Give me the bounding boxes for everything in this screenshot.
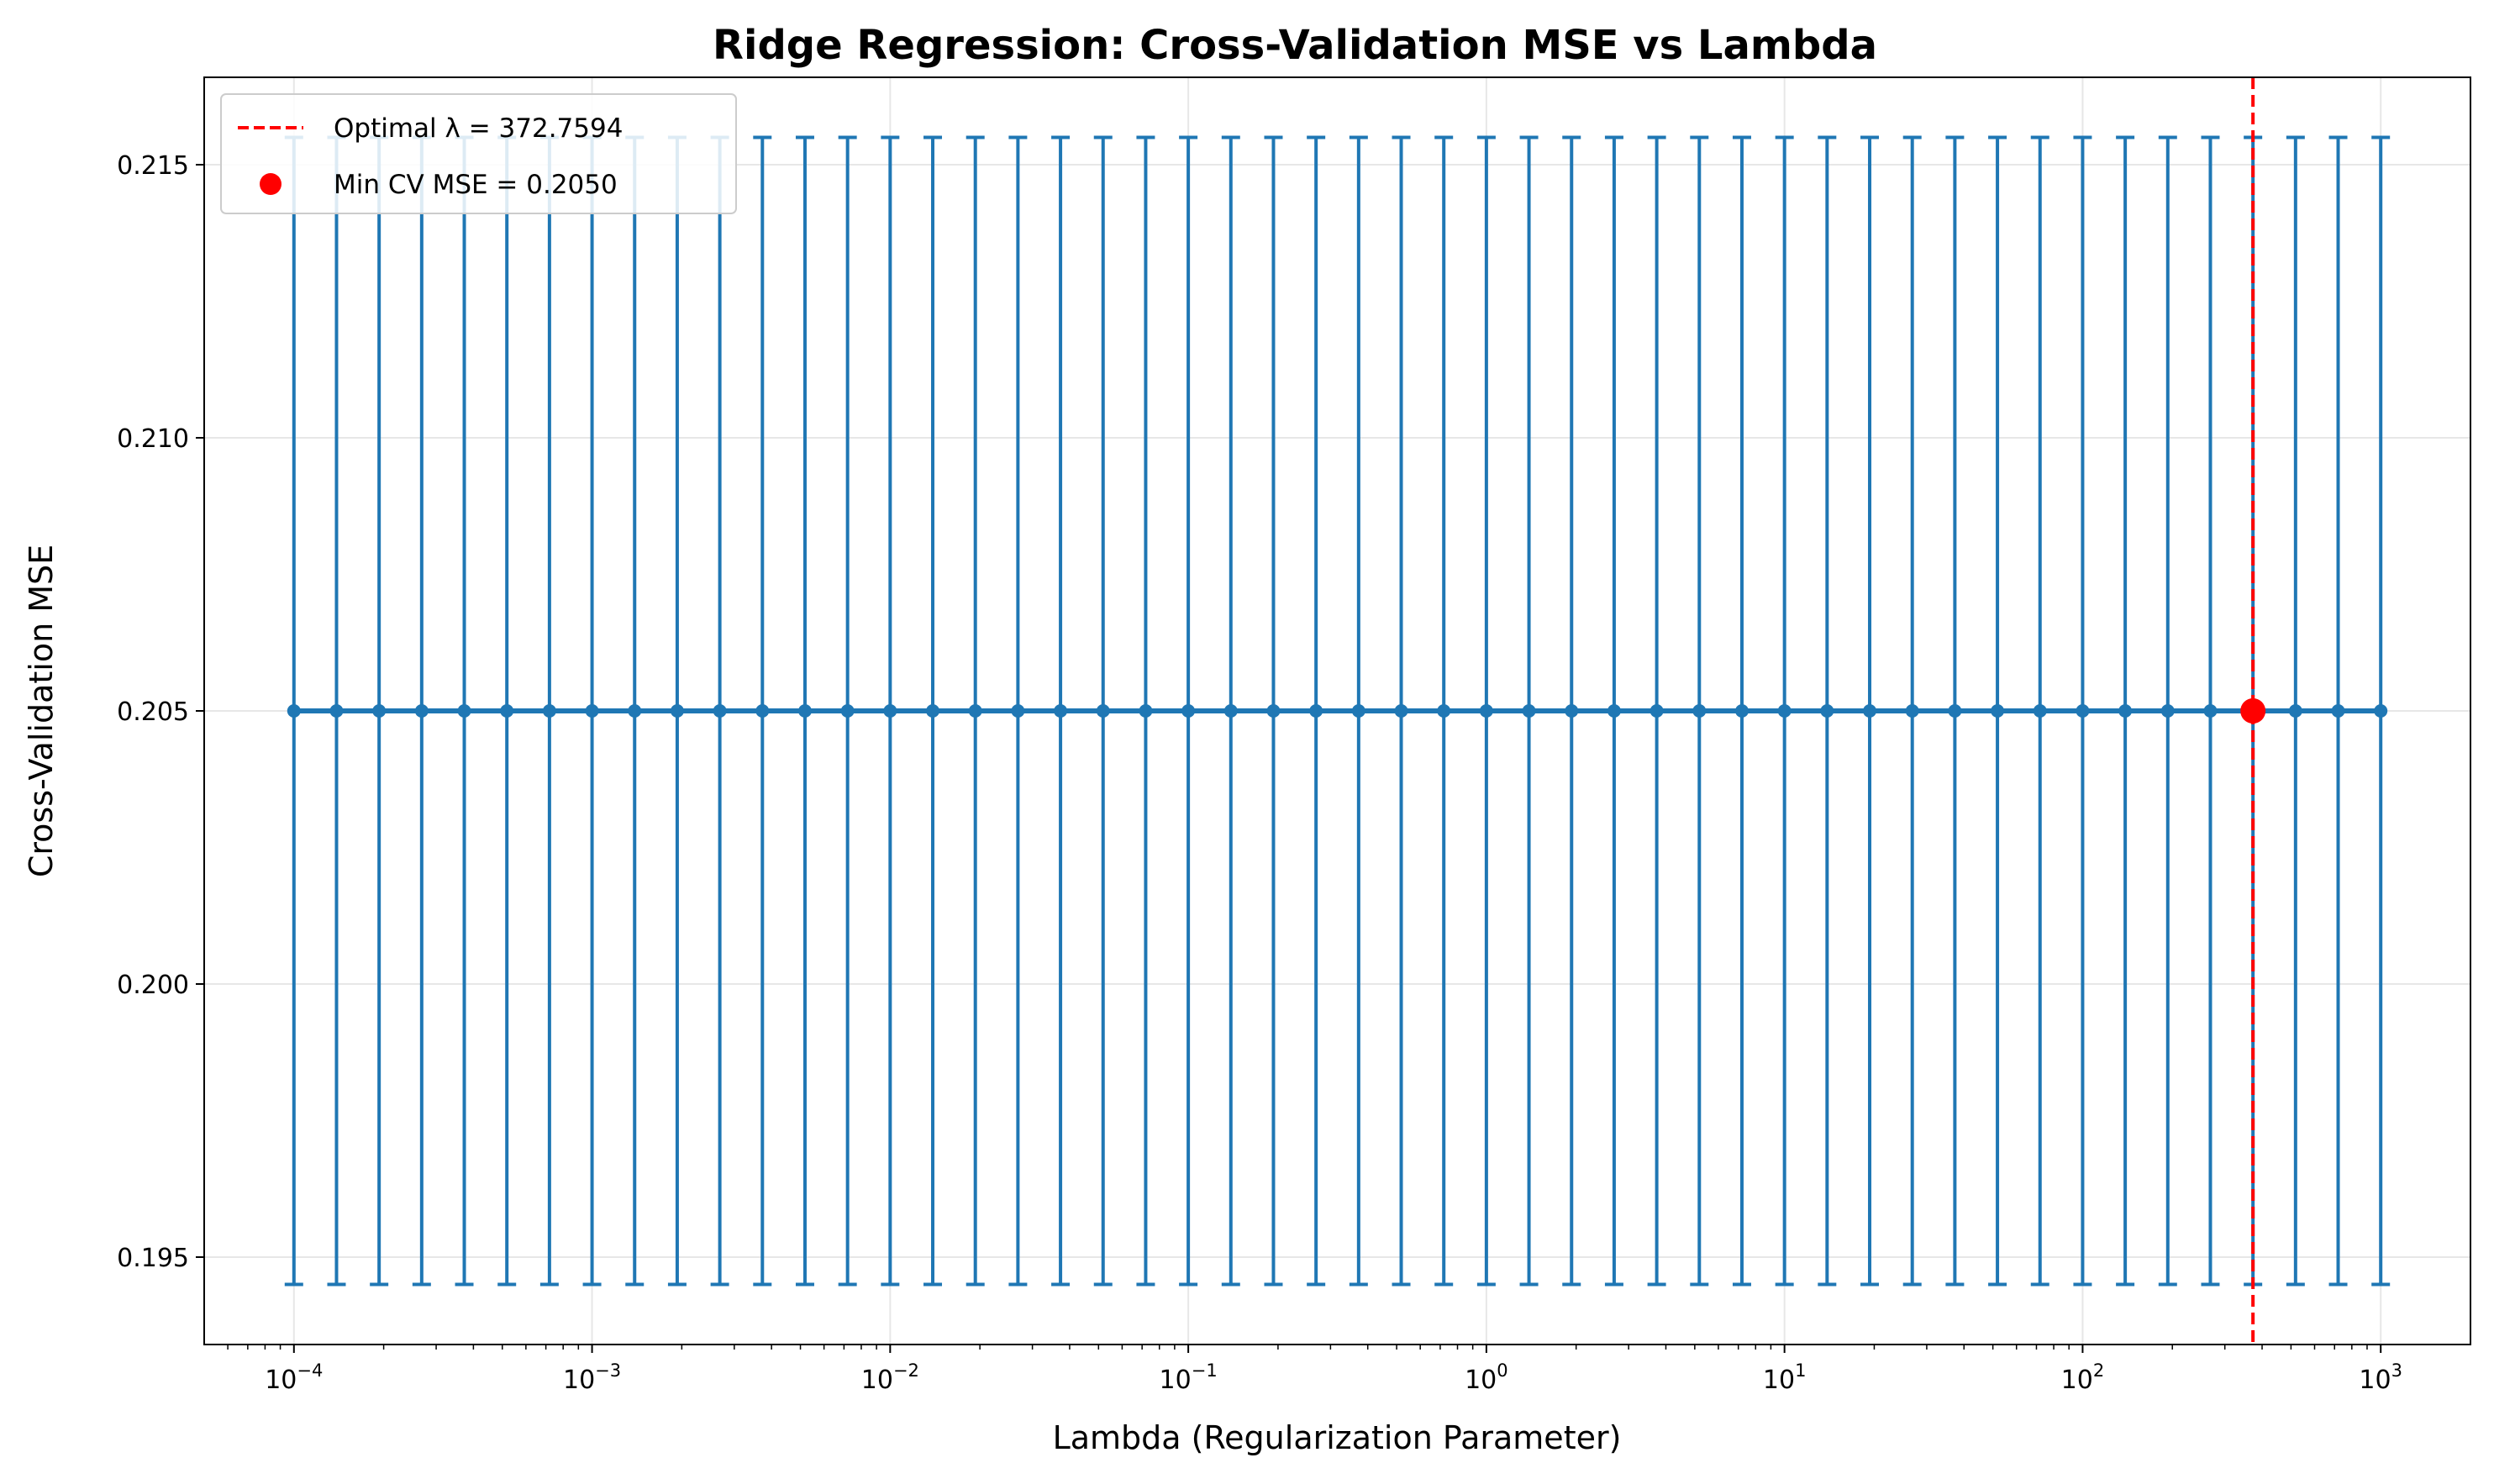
x-tick-exponent: −1 [1192, 1360, 1218, 1381]
x-tick-label: 102 [2061, 1360, 2105, 1395]
data-point [414, 704, 429, 718]
x-tick-label: 10−3 [563, 1360, 621, 1395]
data-point [2203, 704, 2218, 718]
data-point [755, 704, 770, 718]
data-point [1734, 704, 1749, 718]
y-tick-label: 0.210 [117, 424, 189, 454]
data-point [968, 704, 982, 718]
x-axis: 10−4 10−3 10−2 10−1 100 101 102 103 [227, 1345, 2402, 1395]
x-tick-exponent: 1 [1795, 1360, 1806, 1381]
data-point [1096, 704, 1110, 718]
min-mse-marker [2240, 698, 2266, 724]
x-tick-exponent: 2 [2093, 1360, 2104, 1381]
data-point [1991, 704, 2005, 718]
data-point [1479, 704, 1493, 718]
x-tick-base: 10 [265, 1366, 297, 1395]
x-tick-label: 101 [1763, 1360, 1807, 1395]
data-point [713, 704, 727, 718]
y-tick-label: 0.215 [117, 151, 189, 181]
data-point [287, 704, 301, 718]
legend-box [220, 93, 737, 214]
data-point [2118, 704, 2133, 718]
data-point [1011, 704, 1025, 718]
legend-label-optimal: Optimal λ = 372.7594 [334, 113, 623, 144]
data-point [628, 704, 642, 718]
legend: Optimal λ = 372.7594 Min CV MSE = 0.2050 [220, 93, 737, 214]
data-point [1777, 704, 1792, 718]
data-point [1223, 704, 1238, 718]
data-point [1309, 704, 1323, 718]
x-tick-label: 10−4 [265, 1360, 323, 1395]
data-point [1948, 704, 1962, 718]
y-axis-label: Cross-Validation MSE [23, 545, 60, 877]
chart-title: Ridge Regression: Cross-Validation MSE v… [713, 22, 1877, 69]
data-point [500, 704, 514, 718]
data-point [883, 704, 897, 718]
x-tick-base: 10 [2061, 1366, 2093, 1395]
x-axis-label: Lambda (Regularization Parameter) [1053, 1419, 1622, 1456]
data-point [542, 704, 556, 718]
data-point [2160, 704, 2175, 718]
data-point [1522, 704, 1536, 718]
data-point [1266, 704, 1281, 718]
y-tick-label: 0.195 [117, 1244, 189, 1273]
x-tick-label: 103 [2359, 1360, 2402, 1395]
x-tick-base: 10 [1465, 1366, 1497, 1395]
data-point [1863, 704, 1877, 718]
data-point [2331, 704, 2345, 718]
data-point [2033, 704, 2047, 718]
legend-circle-icon [260, 173, 281, 195]
data-point [457, 704, 471, 718]
x-tick-base: 10 [861, 1366, 893, 1395]
x-tick-base: 10 [2359, 1366, 2391, 1395]
x-tick-label: 100 [1465, 1360, 1508, 1395]
x-tick-base: 10 [1763, 1366, 1795, 1395]
data-point [1820, 704, 1834, 718]
x-tick-label: 10−2 [861, 1360, 919, 1395]
x-tick-base: 10 [1160, 1366, 1192, 1395]
data-point [2288, 704, 2302, 718]
data-point [1905, 704, 1919, 718]
data-point [840, 704, 855, 718]
data-point [585, 704, 599, 718]
data-point [1394, 704, 1408, 718]
data-point [1437, 704, 1451, 718]
y-tick-label: 0.205 [117, 697, 189, 727]
data-point [1181, 704, 1196, 718]
legend-label-min-mse: Min CV MSE = 0.2050 [334, 170, 618, 200]
data-point [1139, 704, 1153, 718]
data-point [1692, 704, 1707, 718]
x-tick-base: 10 [563, 1366, 595, 1395]
x-tick-exponent: 0 [1497, 1360, 1507, 1381]
x-tick-exponent: −2 [893, 1360, 919, 1381]
data-point [2374, 704, 2388, 718]
data-point [1565, 704, 1579, 718]
data-point [926, 704, 940, 718]
data-point [670, 704, 684, 718]
y-axis: 0.195 0.200 0.205 0.210 0.215 [117, 151, 204, 1273]
data-point [797, 704, 812, 718]
data-point [1607, 704, 1621, 718]
x-tick-exponent: −3 [595, 1360, 621, 1381]
optimal-lambda-group [2240, 77, 2266, 1345]
y-tick-label: 0.200 [117, 971, 189, 1000]
data-point [329, 704, 344, 718]
x-tick-exponent: 3 [2391, 1360, 2402, 1381]
data-point [372, 704, 387, 718]
x-tick-label: 10−1 [1160, 1360, 1218, 1395]
data-point [1054, 704, 1068, 718]
data-point [2076, 704, 2090, 718]
data-points [287, 704, 2388, 718]
data-point [1351, 704, 1365, 718]
x-tick-exponent: −4 [297, 1360, 323, 1381]
data-point [1650, 704, 1664, 718]
